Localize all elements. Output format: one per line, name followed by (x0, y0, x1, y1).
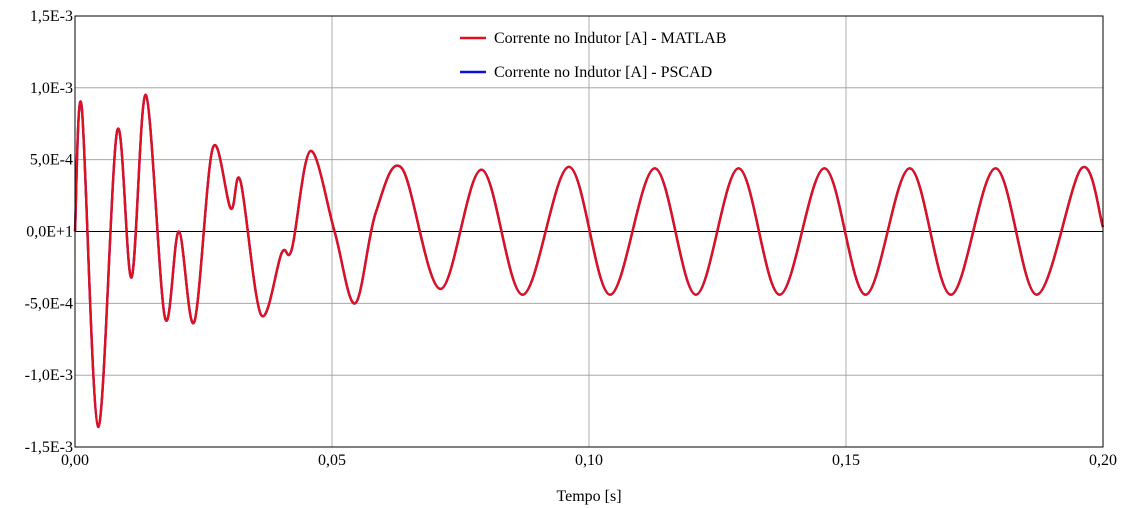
x-tick-label-0: 0,00 (61, 452, 89, 469)
y-tick-label-1: 1,0E-3 (30, 80, 73, 97)
y-tick-label-5: -1,0E-3 (25, 367, 73, 384)
x-axis-title: Tempo [s] (556, 488, 621, 505)
x-tick-labels: 0,00 0,05 0,10 0,15 0,20 (61, 452, 1117, 469)
series-line-0 (73, 93, 1105, 429)
x-tick-label-1: 0,05 (318, 452, 346, 469)
y-tick-label-6: -1,5E-3 (25, 439, 73, 456)
legend: Corrente no Indutor [A] - MATLAB Corrente… (460, 30, 726, 81)
series-group (73, 93, 1105, 429)
y-tick-label-4: -5,0E-4 (25, 295, 73, 312)
x-tick-label-4: 0,20 (1089, 452, 1117, 469)
y-tick-labels: 1,5E-3 1,0E-3 5,0E-4 0,0E+1 -5,0E-4 -1,0E-3 -1… (25, 8, 73, 456)
x-tick-label-3: 0,15 (832, 452, 860, 469)
legend-label-0: Corrente no Indutor [A] - MATLAB (494, 30, 726, 47)
y-tick-label-0: 1,5E-3 (30, 8, 73, 25)
y-tick-label-2: 5,0E-4 (30, 152, 73, 169)
y-tick-label-3: 0,0E+1 (26, 224, 73, 241)
x-tick-label-2: 0,10 (575, 452, 603, 469)
plot-frame (74, 15, 1104, 448)
legend-label-1: Corrente no Indutor [A] - PSCAD (494, 64, 712, 81)
